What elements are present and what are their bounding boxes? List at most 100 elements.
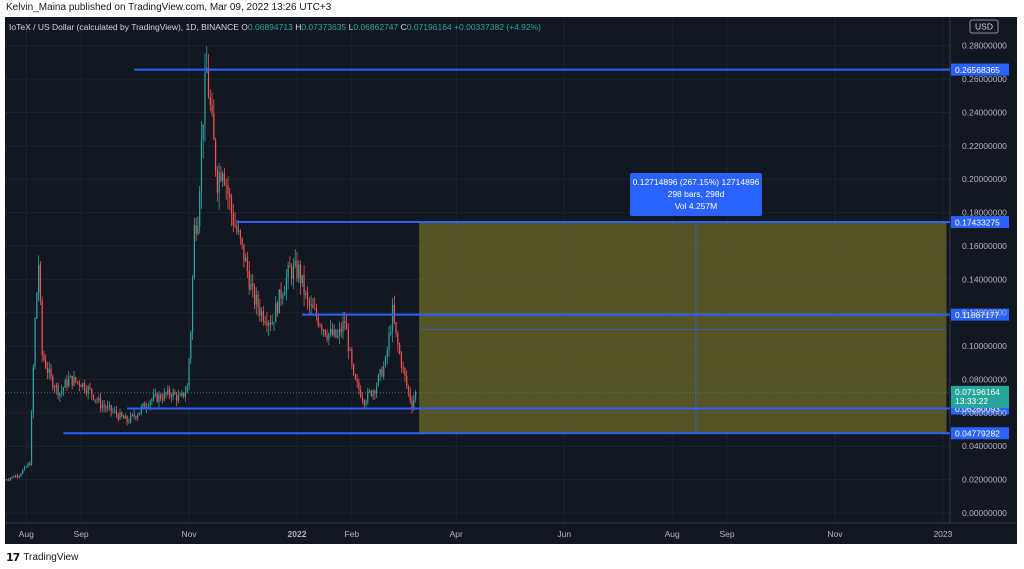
candle bbox=[66, 375, 68, 392]
candle-body bbox=[372, 390, 374, 396]
candle-body bbox=[22, 470, 24, 474]
candle-body bbox=[358, 382, 360, 390]
candle-body bbox=[6, 479, 8, 481]
candle-body bbox=[209, 97, 211, 105]
time-axis-tick-label: Feb bbox=[345, 529, 360, 539]
candle-body bbox=[264, 321, 266, 323]
candle-body bbox=[153, 394, 155, 400]
candle bbox=[22, 469, 24, 475]
candle bbox=[170, 392, 172, 403]
candle bbox=[140, 404, 142, 416]
candle-body bbox=[85, 390, 88, 394]
candle bbox=[160, 392, 162, 402]
candle-body bbox=[337, 335, 339, 338]
candle bbox=[241, 237, 243, 250]
candle-body bbox=[66, 380, 68, 387]
candle bbox=[38, 255, 40, 302]
time-axis: Aug Sep Nov 2022 Feb Apr Jun Aug Sep Nov 2023 bbox=[19, 529, 953, 539]
time-axis-tick-label: Aug bbox=[665, 529, 680, 539]
candle-body bbox=[41, 300, 43, 355]
candle bbox=[23, 465, 26, 471]
candle bbox=[135, 415, 137, 421]
candle-body bbox=[39, 264, 42, 301]
publish-info-text: Kelvin_Maina published on TradingView.co… bbox=[6, 2, 332, 13]
candle-body bbox=[176, 394, 178, 401]
candle bbox=[179, 392, 181, 397]
candle bbox=[80, 384, 82, 388]
tradingview-brand[interactable]: 17 TradingView bbox=[6, 551, 78, 564]
candle bbox=[191, 275, 194, 340]
candle bbox=[174, 389, 176, 395]
candle-body bbox=[314, 308, 316, 309]
candle-body bbox=[184, 392, 187, 397]
candle-body bbox=[271, 322, 273, 325]
candle-body bbox=[14, 475, 17, 478]
candle bbox=[296, 251, 298, 282]
candle bbox=[391, 298, 394, 343]
candle-body bbox=[168, 389, 171, 396]
candle-body bbox=[89, 386, 91, 389]
candle-body bbox=[391, 304, 394, 333]
candle-body bbox=[99, 398, 102, 409]
candle bbox=[9, 477, 11, 482]
candle-body bbox=[306, 292, 309, 301]
candle-body bbox=[50, 368, 52, 377]
candle bbox=[172, 388, 174, 401]
chart-panel[interactable]: 0.26568365 0.17433275 0.11887177 0.06260093… bbox=[5, 17, 1017, 544]
candle-body bbox=[57, 384, 59, 396]
candle bbox=[190, 330, 192, 365]
candle-body bbox=[202, 124, 204, 141]
candle-body bbox=[92, 394, 95, 400]
candle bbox=[328, 332, 330, 346]
candle-body bbox=[78, 382, 80, 386]
candle bbox=[285, 269, 287, 301]
candle-body bbox=[322, 329, 325, 331]
candle-body bbox=[333, 329, 335, 336]
candle bbox=[353, 363, 355, 376]
candle bbox=[64, 378, 66, 389]
candle-body bbox=[321, 326, 323, 331]
candle bbox=[184, 385, 187, 402]
candle bbox=[345, 313, 348, 330]
candle-body bbox=[62, 387, 65, 391]
candle-body bbox=[260, 311, 263, 316]
candle bbox=[108, 401, 111, 411]
last-price-label-bg bbox=[951, 385, 1009, 408]
candle-body bbox=[367, 391, 369, 402]
candle bbox=[400, 351, 403, 373]
time-axis-tick-label: Sep bbox=[719, 529, 734, 539]
time-axis-tick-label: Nov bbox=[181, 529, 197, 539]
candle bbox=[273, 321, 275, 331]
candle bbox=[112, 407, 114, 414]
candle bbox=[39, 261, 42, 306]
candle-body bbox=[9, 478, 11, 480]
candle bbox=[246, 251, 249, 279]
candle bbox=[310, 295, 312, 314]
candle-body bbox=[253, 286, 256, 305]
measure-tooltip-bg bbox=[629, 173, 762, 217]
candle-body bbox=[216, 170, 218, 193]
candle-body bbox=[220, 172, 222, 181]
price-axis-tick-label: 0.00000000 bbox=[962, 508, 1007, 518]
candle-body bbox=[13, 476, 15, 478]
candle-body bbox=[172, 391, 174, 397]
candle-body bbox=[331, 328, 334, 336]
candle-body bbox=[80, 385, 82, 388]
candle-body bbox=[151, 399, 153, 402]
candle-body bbox=[11, 476, 13, 479]
candle-body bbox=[107, 405, 109, 409]
candle-body bbox=[301, 275, 303, 283]
candle-body bbox=[213, 113, 215, 140]
candle-body bbox=[283, 291, 286, 296]
time-axis-tick-label: Aug bbox=[19, 529, 34, 539]
candle-body bbox=[138, 412, 141, 416]
candle bbox=[259, 298, 261, 322]
candle bbox=[404, 366, 406, 383]
candle-body bbox=[211, 104, 213, 114]
price-axis-tick-label: 0.06000000 bbox=[962, 408, 1007, 418]
currency-label: USD bbox=[975, 22, 993, 32]
price-chart[interactable]: 0.26568365 0.17433275 0.11887177 0.06260093… bbox=[5, 17, 1017, 544]
candle-body bbox=[200, 140, 203, 192]
candle-body bbox=[356, 379, 358, 383]
candle-body bbox=[342, 320, 344, 332]
